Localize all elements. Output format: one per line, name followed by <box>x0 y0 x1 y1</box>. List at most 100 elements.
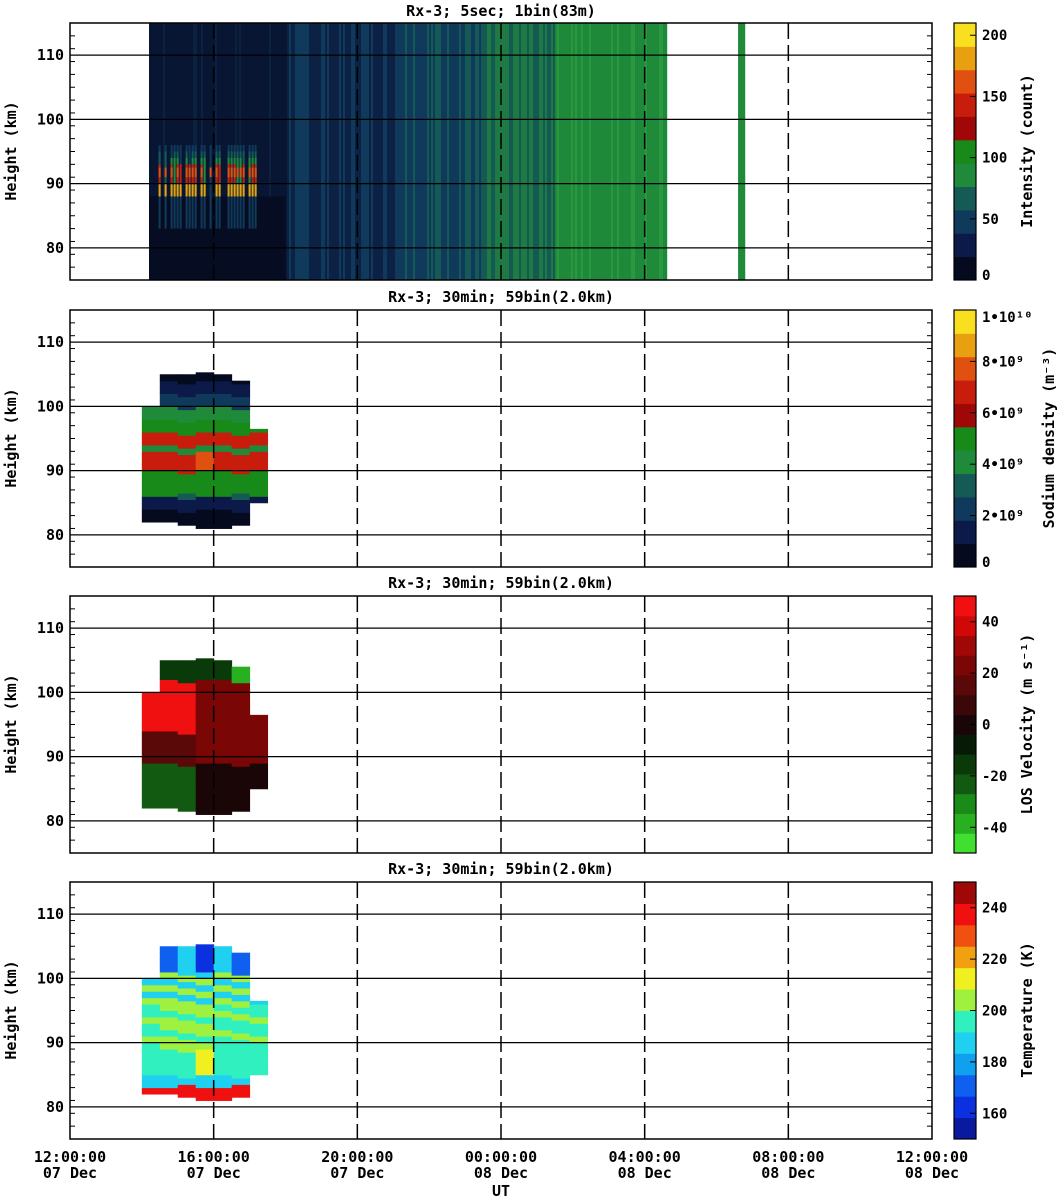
heatmap-cell <box>569 23 572 280</box>
heatmap-cell <box>177 804 197 812</box>
heatmap-cell <box>213 477 233 484</box>
heatmap-cell <box>213 1055 233 1063</box>
heatmap-cell <box>213 380 233 388</box>
heatmap-cell <box>159 464 179 472</box>
colorbar-segment <box>954 139 976 164</box>
colorbar-tick-label: 40 <box>982 615 999 631</box>
heatmap-cell <box>177 746 197 754</box>
heatmap-cell <box>177 473 197 481</box>
heatmap-cell <box>249 1042 269 1050</box>
heatmap-cell <box>577 23 580 280</box>
heatmap-cell <box>447 23 450 280</box>
colorbar-tick-label: 0 <box>982 268 990 284</box>
heatmap-cell <box>611 23 614 280</box>
heatmap-cell <box>213 801 233 809</box>
heatmap-cell <box>195 679 215 687</box>
heatmap-cell <box>177 374 197 378</box>
heatmap-cell <box>159 1023 179 1031</box>
heatmap-cell <box>213 1068 233 1076</box>
heatmap-cell <box>249 775 269 783</box>
heatmap-cell <box>213 1042 233 1050</box>
heatmap-cell <box>173 157 176 191</box>
heatmap-cell <box>195 795 215 803</box>
heatmap-cell <box>177 791 197 799</box>
heatmap-cell <box>159 978 179 986</box>
heatmap-cell <box>159 724 179 732</box>
heatmap-cell <box>159 763 179 770</box>
heatmap-cell <box>345 23 348 280</box>
heatmap-cell <box>277 23 280 280</box>
heatmap-cell <box>401 23 404 280</box>
heatmap-cell <box>471 23 474 280</box>
heatmap-cell <box>213 971 233 979</box>
heatmap-cell <box>177 714 197 722</box>
x-tick-date: 08 Dec <box>618 1164 672 1182</box>
heatmap-cell <box>159 438 179 446</box>
heatmap-cell <box>159 509 179 517</box>
heatmap-cell <box>141 419 161 427</box>
heatmap-cell <box>205 23 208 280</box>
heatmap-cell <box>141 1068 161 1076</box>
heatmap-cell <box>158 183 161 197</box>
heatmap-cell <box>195 750 215 758</box>
heatmap-cell <box>559 23 562 280</box>
heatmap-cell <box>211 23 214 280</box>
heatmap-cell <box>159 756 179 764</box>
heatmap-cell <box>231 727 251 735</box>
colorbar-label: Temperature (K) <box>1018 942 1036 1077</box>
heatmap-cell <box>249 769 269 777</box>
heatmap-cell <box>177 981 197 989</box>
heatmap-cell <box>177 1090 197 1098</box>
heatmap-cell <box>231 1000 251 1008</box>
heatmap-cell <box>159 1036 179 1044</box>
heatmap-cell <box>141 1061 161 1069</box>
heatmap-cell <box>377 23 380 280</box>
heatmap-cell <box>195 406 215 414</box>
heatmap-cell <box>195 756 215 764</box>
heatmap-cell <box>263 23 266 280</box>
heatmap-cell <box>195 372 215 375</box>
heatmap-cell <box>631 23 634 280</box>
heatmap-cell <box>231 791 251 799</box>
heatmap-cell <box>411 23 414 280</box>
heatmap-cell <box>141 509 161 517</box>
heatmap-cell <box>141 991 161 999</box>
y-tick-label: 110 <box>37 619 64 637</box>
heatmap-cell <box>213 522 233 529</box>
heatmap-cell <box>177 779 197 787</box>
heatmap-cell <box>159 1074 179 1082</box>
heatmap-cell <box>177 1007 197 1015</box>
colorbar-segment <box>954 989 976 1011</box>
heatmap-cell <box>231 396 251 404</box>
colorbar-tick-label: 200 <box>982 1004 1007 1020</box>
heatmap-cell <box>177 499 197 507</box>
heatmap-cell <box>159 425 179 433</box>
heatmap-cell <box>213 946 233 954</box>
heatmap-cell <box>231 1045 251 1053</box>
heatmap-cell <box>561 23 564 280</box>
heatmap-cell <box>213 509 233 517</box>
heatmap-cell <box>307 23 310 280</box>
heatmap-cell <box>467 23 470 280</box>
heatmap-cell <box>159 502 179 510</box>
heatmap-cell <box>359 23 362 280</box>
heatmap-cell <box>249 1016 269 1024</box>
heatmap-cell <box>159 419 179 427</box>
heatmap-cell <box>177 663 197 671</box>
heatmap-cell <box>455 23 458 280</box>
heatmap-cell <box>195 978 215 986</box>
heatmap-cell <box>339 23 342 280</box>
heatmap-cell <box>437 23 440 280</box>
heatmap-cell <box>181 23 184 280</box>
heatmap-cell <box>195 515 215 523</box>
heatmap-cell <box>249 763 269 770</box>
heatmap-cell <box>231 1032 251 1040</box>
heatmap-cell <box>164 167 167 178</box>
heatmap-cell <box>141 997 161 1005</box>
heatmap-cell <box>487 23 490 280</box>
heatmap-cell <box>177 416 197 423</box>
heatmap-cell <box>195 660 215 668</box>
heatmap-cell <box>213 965 233 973</box>
heatmap-cell <box>157 23 160 280</box>
heatmap-cell <box>177 962 197 970</box>
